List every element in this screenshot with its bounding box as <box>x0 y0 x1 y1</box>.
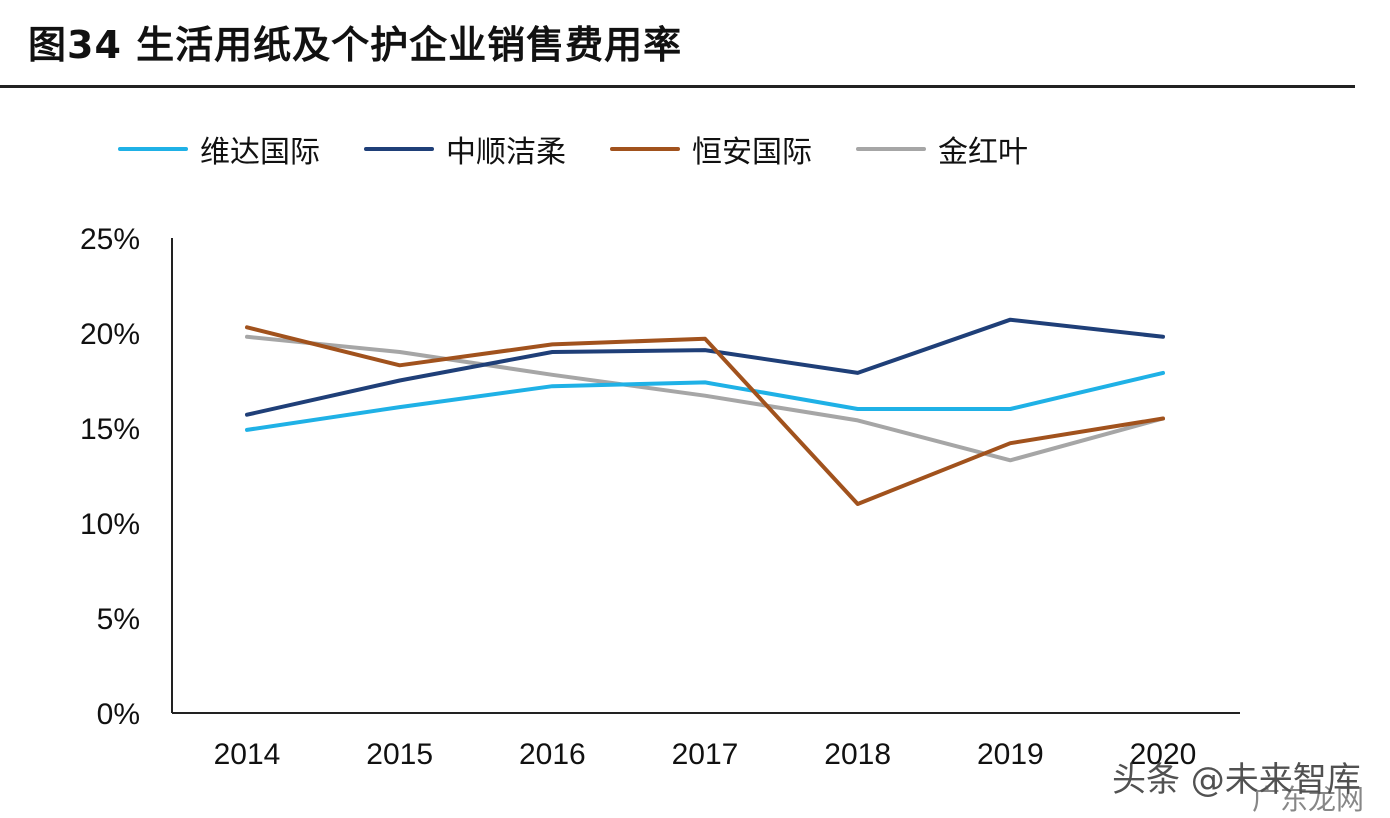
y-tick-label: 5% <box>97 603 140 636</box>
y-tick-label: 0% <box>97 698 140 731</box>
x-tick-label: 2018 <box>824 738 891 771</box>
series-line <box>247 373 1163 430</box>
series-line <box>247 320 1163 415</box>
y-tick-label: 20% <box>80 318 140 351</box>
y-tick-label: 10% <box>80 508 140 541</box>
x-tick-label: 2016 <box>519 738 586 771</box>
watermark-secondary: 广东龙网 <box>1252 778 1364 818</box>
x-tick-label: 2019 <box>977 738 1044 771</box>
y-tick-label: 25% <box>80 223 140 256</box>
series-line <box>247 327 1163 504</box>
x-tick-label: 2014 <box>214 738 281 771</box>
x-tick-label: 2015 <box>366 738 433 771</box>
y-tick-label: 15% <box>80 413 140 446</box>
x-tick-label: 2017 <box>672 738 739 771</box>
